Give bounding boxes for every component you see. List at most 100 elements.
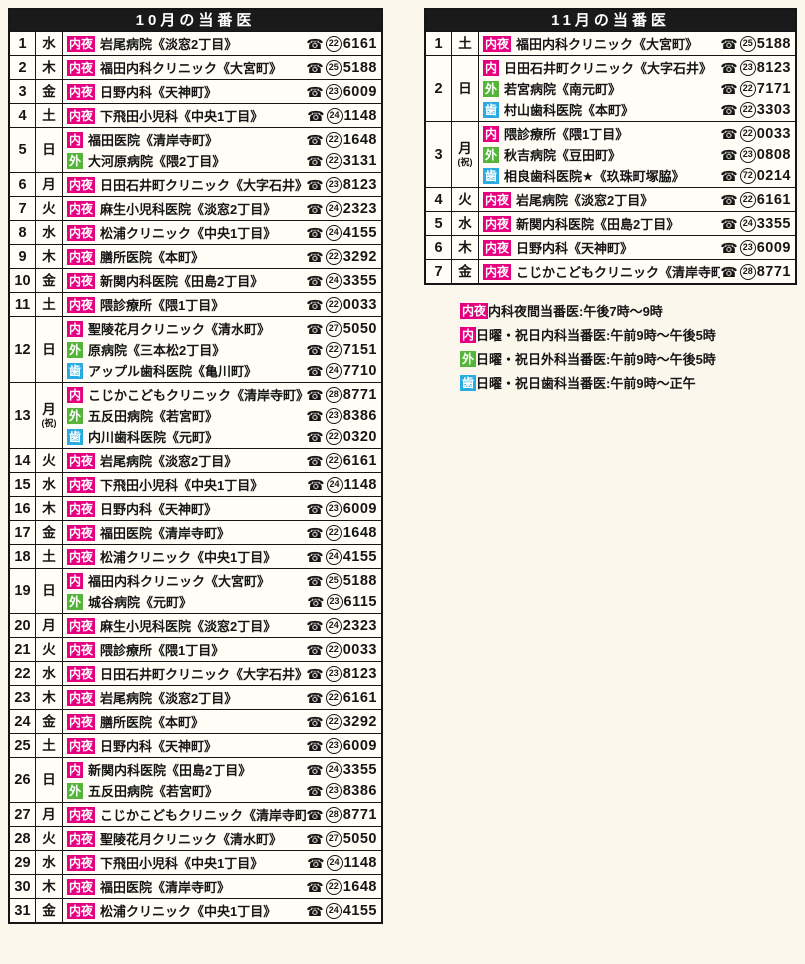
weekday-cell: 水 xyxy=(36,662,63,685)
weekday-label: 金 xyxy=(42,713,56,729)
day-row: 3 金内夜 日野内科《天神町》 ☎ 23 6009 xyxy=(10,79,381,103)
clinic-name: 日野内科《天神町》 xyxy=(100,739,218,754)
legend-text: 日曜・祝日歯科当番医:午前9時〜正午 xyxy=(476,376,696,391)
day-row: 5 水内夜 新関内科医院《田島2丁目》 ☎ 24 3355 xyxy=(426,211,795,235)
phone-number: ☎ 23 8123 xyxy=(306,665,377,682)
duty-entries: 内夜 膳所医院《本町》 ☎ 22 3292 xyxy=(63,245,381,268)
duty-entry: 内夜 松浦クリニック《中央1丁目》 ☎ 24 4155 xyxy=(67,546,377,567)
weekday-cell: 木 xyxy=(36,56,63,79)
weekday-cell: 火 xyxy=(36,827,63,850)
phone-number: ☎ 24 3355 xyxy=(720,215,791,232)
phone-digits: 1148 xyxy=(343,107,377,124)
duty-entries: 内新関内科医院《田島2丁目》 ☎ 24 3355 外五反田病院《若宮町》 ☎ 23 8386 xyxy=(63,758,381,802)
phone-digits: 0214 xyxy=(756,167,791,184)
day-number-cell: 25 xyxy=(10,734,36,757)
duty-entry: 歯相良歯科医院★《玖珠町塚脇》 ☎ 72 0214 xyxy=(483,165,791,186)
phone-number: ☎ 28 8771 xyxy=(306,386,377,403)
duty-entry: 内夜 日野内科《天神町》 ☎ 23 6009 xyxy=(67,498,377,519)
phone-digits: 5050 xyxy=(342,830,377,847)
duty-badge-naiya: 内夜 xyxy=(67,176,96,193)
clinic-name: 下飛田小児科《中央1丁目》 xyxy=(100,109,264,124)
day-row: 17 金内夜 福田医院《清岸寺町》 ☎ 22 1648 xyxy=(10,520,381,544)
duty-entry: 内夜 下飛田小児科《中央1丁目》 ☎ 24 1148 xyxy=(67,852,377,873)
legend-item: 内日曜・祝日内科当番医:午前9時〜午後5時 xyxy=(460,325,797,344)
day-row: 7 金内夜 こじかこどもクリニック《清岸寺町》 ☎ 28 8771 xyxy=(426,259,795,283)
telephone-icon: ☎ xyxy=(306,737,324,754)
exchange-circle: 22 xyxy=(325,35,342,52)
weekday-label: 月 xyxy=(42,617,56,633)
phone-number: ☎ 28 8771 xyxy=(720,263,791,280)
phone-digits: 7710 xyxy=(342,362,377,379)
duty-badge-naiya: 内夜 xyxy=(67,854,96,871)
exchange-circle: 25 xyxy=(325,59,342,76)
duty-entry: 外若宮病院《南元町》 ☎ 22 7171 xyxy=(483,78,791,99)
weekday-label: 火 xyxy=(42,641,56,657)
phone-number: ☎ 22 6161 xyxy=(306,689,377,706)
duty-entry: 歯内川歯科医院《元町》 ☎ 22 0320 xyxy=(67,426,377,447)
duty-badge-naiya: 内夜 xyxy=(67,107,96,124)
exchange-circle: 24 xyxy=(326,476,343,493)
exchange-circle: 23 xyxy=(325,665,342,682)
day-row: 6 木内夜 日野内科《天神町》 ☎ 23 6009 xyxy=(426,235,795,259)
clinic-name: 松浦クリニック《中央1丁目》 xyxy=(100,550,277,565)
weekday-label: 火 xyxy=(42,200,56,216)
duty-entry: 内夜 岩尾病院《淡窓2丁目》 ☎ 22 6161 xyxy=(483,189,791,210)
duty-entries: 内日田石井町クリニック《大字石井》 ☎ 23 8123 外若宮病院《南元町》 ☎ 22 717… xyxy=(479,56,795,121)
duty-badge-naiya: 内夜 xyxy=(67,224,96,241)
duty-entry: 内日田石井町クリニック《大字石井》 ☎ 23 8123 xyxy=(483,57,791,78)
phone-digits: 5188 xyxy=(342,572,377,589)
duty-badge-naiya: 内夜 xyxy=(67,296,96,313)
phone-number: ☎ 24 1148 xyxy=(307,107,377,124)
phone-digits: 3355 xyxy=(342,761,377,778)
duty-badge-naiya: 内夜 xyxy=(67,878,96,895)
day-number-cell: 4 xyxy=(426,188,452,211)
duty-entries: 内夜 日野内科《天神町》 ☎ 23 6009 xyxy=(63,497,381,520)
legend-text: 内科夜間当番医:午後7時〜9時 xyxy=(488,304,663,319)
day-row: 23 木内夜 岩尾病院《淡窓2丁目》 ☎ 22 6161 xyxy=(10,685,381,709)
clinic-name: 村山歯科医院《本町》 xyxy=(504,103,635,118)
duty-entry: 内夜 岩尾病院《淡窓2丁目》 ☎ 22 6161 xyxy=(67,450,377,471)
weekday-label: 木 xyxy=(458,239,472,255)
clinic-name: 隈診療所《隈1丁目》 xyxy=(100,643,225,658)
weekday-label: 木 xyxy=(42,59,56,75)
day-number-cell: 5 xyxy=(426,212,452,235)
november-rows: 1 土内夜 福田内科クリニック《大宮町》 ☎ 25 5188 2 日内日田石井町クリニック《大… xyxy=(426,31,795,283)
duty-badge-naiya: 内夜 xyxy=(67,272,96,289)
duty-badge-naiya: 内夜 xyxy=(483,215,512,232)
telephone-icon: ☎ xyxy=(306,878,324,895)
weekday-cell: 月 xyxy=(36,614,63,637)
telephone-icon: ☎ xyxy=(306,428,324,445)
phone-digits: 5188 xyxy=(756,35,791,52)
exchange-circle: 24 xyxy=(325,617,342,634)
exchange-circle: 22 xyxy=(325,452,342,469)
exchange-circle: 23 xyxy=(325,176,342,193)
day-number-cell: 1 xyxy=(10,32,36,55)
duty-entry: 内夜 日野内科《天神町》 ☎ 23 6009 xyxy=(67,735,377,756)
day-number-cell: 26 xyxy=(10,758,36,802)
weekday-label: 日 xyxy=(42,341,56,357)
duty-entries: 内夜 福田内科クリニック《大宮町》 ☎ 25 5188 xyxy=(63,56,381,79)
duty-badge-naiya: 内夜 xyxy=(67,806,96,823)
duty-badge-naiya: 内夜 xyxy=(483,191,512,208)
day-row: 26 日内新関内科医院《田島2丁目》 ☎ 24 3355 外五反田病院《若宮町》 ☎ 23 83… xyxy=(10,757,381,802)
phone-digits: 1148 xyxy=(343,854,377,871)
duty-entries: 内夜 福田医院《清岸寺町》 ☎ 22 1648 xyxy=(63,875,381,898)
duty-entry: 内夜 福田医院《清岸寺町》 ☎ 22 1648 xyxy=(67,876,377,897)
clinic-name: 原病院《三本松2丁目》 xyxy=(88,343,226,358)
exchange-circle: 25 xyxy=(325,572,342,589)
weekday-label: 火 xyxy=(42,830,56,846)
phone-digits: 3131 xyxy=(342,152,377,169)
phone-digits: 6115 xyxy=(343,593,377,610)
clinic-name: 福田内科クリニック《大宮町》 xyxy=(100,61,283,76)
phone-number: ☎ 22 7151 xyxy=(306,341,377,358)
day-number-cell: 24 xyxy=(10,710,36,733)
exchange-circle: 24 xyxy=(325,272,342,289)
weekday-cell: 日 xyxy=(452,56,479,121)
phone-number: ☎ 25 5188 xyxy=(720,35,791,52)
phone-number: ☎ 22 3292 xyxy=(306,248,377,265)
exchange-circle: 27 xyxy=(325,320,342,337)
telephone-icon: ☎ xyxy=(306,152,324,169)
day-number-cell: 1 xyxy=(426,32,452,55)
weekday-cell: 火 xyxy=(36,638,63,661)
telephone-icon: ☎ xyxy=(306,572,324,589)
